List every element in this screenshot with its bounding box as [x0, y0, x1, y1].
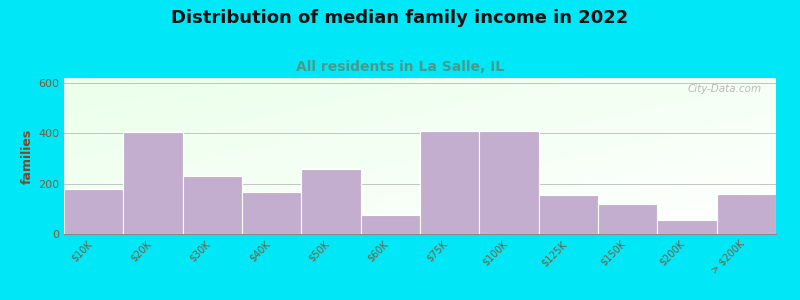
Bar — [361, 215, 420, 234]
Bar — [420, 131, 479, 234]
Bar — [123, 132, 182, 234]
Bar — [182, 176, 242, 234]
Text: Distribution of median family income in 2022: Distribution of median family income in … — [171, 9, 629, 27]
Bar — [717, 194, 776, 234]
Bar — [658, 220, 717, 234]
Bar — [242, 193, 302, 234]
Text: City-Data.com: City-Data.com — [688, 84, 762, 94]
Y-axis label: families: families — [21, 128, 34, 184]
Bar — [598, 204, 658, 234]
Bar — [64, 189, 123, 234]
Bar — [479, 131, 538, 234]
Text: All residents in La Salle, IL: All residents in La Salle, IL — [296, 60, 504, 74]
Bar — [538, 195, 598, 234]
Bar — [302, 169, 361, 234]
